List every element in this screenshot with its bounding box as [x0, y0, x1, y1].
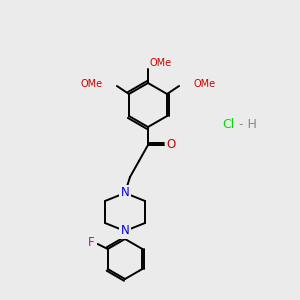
Text: Cl: Cl [222, 118, 234, 131]
Text: OMe: OMe [150, 58, 172, 68]
Text: F: F [88, 236, 95, 248]
Text: N: N [121, 187, 129, 200]
Text: OMe: OMe [193, 79, 215, 89]
Text: N: N [121, 187, 129, 200]
Text: OMe: OMe [81, 79, 103, 89]
Text: F: F [88, 236, 95, 248]
Text: N: N [121, 224, 129, 238]
Text: O: O [167, 139, 176, 152]
Text: - H: - H [235, 118, 257, 131]
Text: O: O [167, 139, 176, 152]
Text: N: N [121, 224, 129, 238]
